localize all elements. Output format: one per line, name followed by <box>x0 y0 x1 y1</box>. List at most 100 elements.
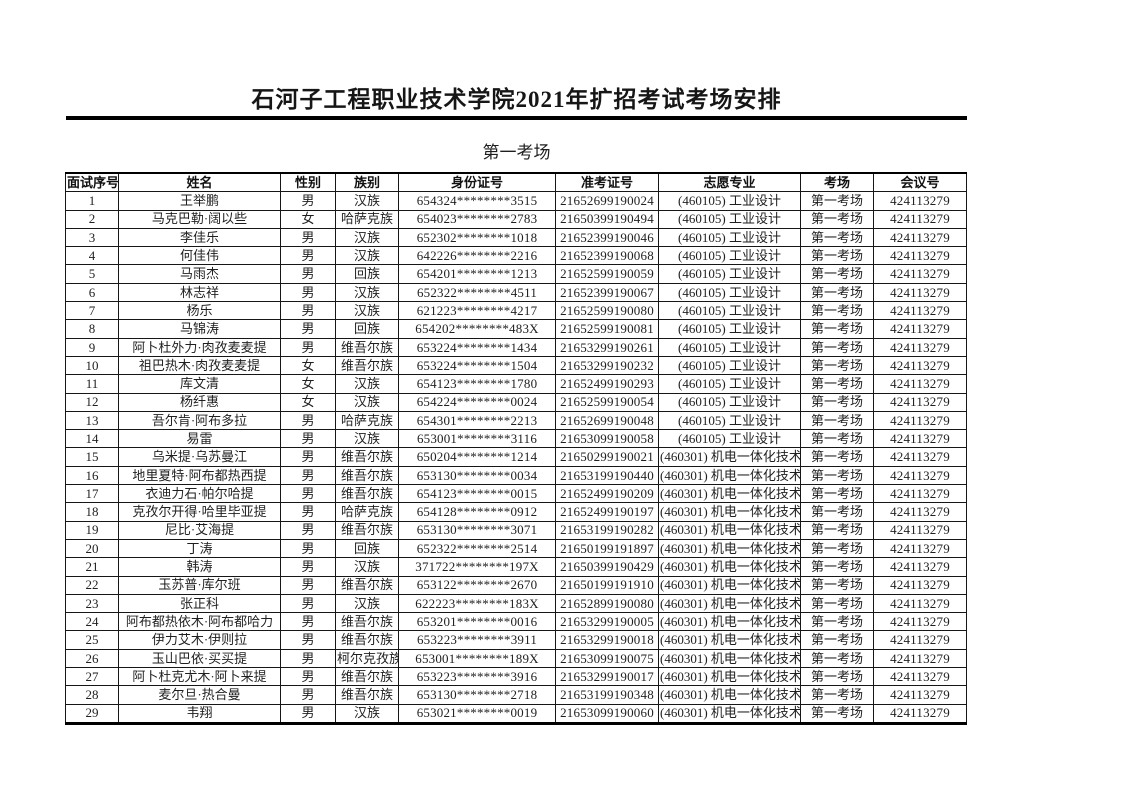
cell-name: 库文清 <box>118 374 281 394</box>
header-cell: 身份证号 <box>398 172 556 193</box>
cell-gender: 男 <box>280 484 336 504</box>
cell-name: 阿卜杜外力·肉孜麦麦提 <box>118 337 281 357</box>
cell-id-number: 650204********1214 <box>398 447 556 467</box>
cell-ethnicity: 汉族 <box>335 557 399 577</box>
cell-ethnicity: 回族 <box>335 538 399 559</box>
table-row: 21 韩涛男汉族 371722********197X 21650399190429(… <box>65 557 967 577</box>
cell-interview-seq: 9 <box>65 337 119 357</box>
cell-major: (460301) 机电一体化技术 <box>658 685 801 705</box>
cell-ethnicity: 维吾尔族 <box>335 630 399 650</box>
cell-exam-room: 第一考场 <box>800 392 874 412</box>
cell-admission-number: 21650399190494 <box>555 209 659 229</box>
cell-major: (460105) 工业设计 <box>658 410 801 431</box>
cell-ethnicity: 汉族 <box>335 301 399 321</box>
cell-meeting-id: 424113279 <box>873 593 967 614</box>
cell-exam-room: 第一考场 <box>800 538 874 559</box>
table-row: 6 林志祥男汉族 652322********4511 21652399190067(… <box>65 282 967 303</box>
table-row: 5 马雨杰男回族 654201********1213 21652599190059(… <box>65 264 967 284</box>
table-row: 4 何佳伟男汉族 642226********2216 21652399190068(… <box>65 246 967 266</box>
cell-exam-room: 第一考场 <box>800 301 874 321</box>
cell-meeting-id: 424113279 <box>873 429 967 449</box>
table-row: 11 库文清女汉族 654123********1780 21652499190293… <box>65 374 967 394</box>
table-row: 16 地里夏特·阿布都热西提男维吾尔族 653130********0034 2165… <box>65 465 967 486</box>
cell-exam-room: 第一考场 <box>800 410 874 431</box>
cell-exam-room: 第一考场 <box>800 227 874 248</box>
cell-interview-seq: 15 <box>65 447 119 467</box>
cell-major: (460105) 工业设计 <box>658 227 801 248</box>
cell-gender: 女 <box>280 374 336 394</box>
cell-exam-room: 第一考场 <box>800 520 874 540</box>
cell-meeting-id: 424113279 <box>873 612 967 632</box>
cell-id-number: 653223********3911 <box>398 630 556 650</box>
cell-id-number: 653130********2718 <box>398 685 556 705</box>
cell-gender: 男 <box>280 557 336 577</box>
cell-meeting-id: 424113279 <box>873 191 967 211</box>
cell-exam-room: 第一考场 <box>800 593 874 614</box>
cell-name: 衣迪力石·帕尔哈提 <box>118 484 281 504</box>
cell-major: (460105) 工业设计 <box>658 264 801 284</box>
cell-interview-seq: 29 <box>65 703 119 724</box>
table-row: 19 尼比·艾海提男维吾尔族 653130********3071 216531991… <box>65 520 967 540</box>
cell-meeting-id: 424113279 <box>873 520 967 540</box>
cell-exam-room: 第一考场 <box>800 246 874 266</box>
cell-interview-seq: 28 <box>65 685 119 705</box>
cell-meeting-id: 424113279 <box>873 703 967 724</box>
cell-admission-number: 21653299190017 <box>555 667 659 687</box>
cell-ethnicity: 哈萨克族 <box>335 502 399 522</box>
cell-ethnicity: 汉族 <box>335 191 399 211</box>
cell-exam-room: 第一考场 <box>800 703 874 724</box>
cell-ethnicity: 哈萨克族 <box>335 410 399 431</box>
cell-name: 乌米提·乌苏曼江 <box>118 447 281 467</box>
cell-admission-number: 21650199191897 <box>555 538 659 559</box>
cell-admission-number: 21652399190046 <box>555 227 659 248</box>
cell-meeting-id: 424113279 <box>873 227 967 248</box>
cell-admission-number: 21653199190440 <box>555 465 659 486</box>
cell-admission-number: 21652499190197 <box>555 502 659 522</box>
cell-major: (460105) 工业设计 <box>658 337 801 357</box>
cell-interview-seq: 12 <box>65 392 119 412</box>
cell-gender: 男 <box>280 538 336 559</box>
cell-interview-seq: 4 <box>65 246 119 266</box>
cell-interview-seq: 20 <box>65 538 119 559</box>
cell-exam-room: 第一考场 <box>800 648 874 669</box>
header-row: 面试序号 姓名 性别 族别 身份证号 准考证号 志愿专业 考场 会议号 <box>65 172 967 193</box>
cell-admission-number: 21653299190261 <box>555 337 659 357</box>
cell-interview-seq: 14 <box>65 429 119 449</box>
cell-ethnicity: 汉族 <box>335 246 399 266</box>
cell-name: 何佳伟 <box>118 246 281 266</box>
cell-admission-number: 21653299190018 <box>555 630 659 650</box>
cell-interview-seq: 2 <box>65 209 119 229</box>
cell-gender: 男 <box>280 703 336 724</box>
cell-ethnicity: 回族 <box>335 319 399 339</box>
cell-admission-number: 21652499190293 <box>555 374 659 394</box>
table-row: 22 玉苏普·库尔班男维吾尔族 653122********2670 21650199… <box>65 575 967 595</box>
cell-id-number: 654202********483X <box>398 319 556 339</box>
cell-interview-seq: 6 <box>65 282 119 303</box>
cell-meeting-id: 424113279 <box>873 209 967 229</box>
cell-ethnicity: 维吾尔族 <box>335 667 399 687</box>
cell-id-number: 654224********0024 <box>398 392 556 412</box>
table-row: 18 克孜尔开得·哈里毕亚提男哈萨克族 654128********0912 2165… <box>65 502 967 522</box>
cell-major: (460105) 工业设计 <box>658 246 801 266</box>
cell-gender: 男 <box>280 575 336 595</box>
title-divider <box>66 116 967 120</box>
cell-gender: 男 <box>280 191 336 211</box>
table-row: 29 韦翔男汉族 653021********0019 21653099190060(… <box>65 703 967 724</box>
table-row: 12 杨纤惠女汉族 654224********0024 21652599190054… <box>65 392 967 412</box>
cell-major: (460301) 机电一体化技术 <box>658 484 801 504</box>
cell-id-number: 653021********0019 <box>398 703 556 724</box>
cell-major: (460105) 工业设计 <box>658 355 801 376</box>
cell-ethnicity: 汉族 <box>335 429 399 449</box>
cell-name: 马克巴勒·阔以些 <box>118 209 281 229</box>
cell-interview-seq: 21 <box>65 557 119 577</box>
cell-name: 地里夏特·阿布都热西提 <box>118 465 281 486</box>
table-row: 28 麦尔旦·热合曼男维吾尔族 653130********2718 21653199… <box>65 685 967 705</box>
cell-gender: 男 <box>280 593 336 614</box>
cell-gender: 男 <box>280 301 336 321</box>
table-row: 26 玉山巴依·买买提男柯尔克孜族 653001********189X 216530… <box>65 648 967 669</box>
table-row: 9 阿卜杜外力·肉孜麦麦提男维吾尔族 653224********1434 21653… <box>65 337 967 357</box>
cell-id-number: 622223********183X <box>398 593 556 614</box>
cell-gender: 男 <box>280 246 336 266</box>
exam-seating-table: 面试序号 姓名 性别 族别 身份证号 准考证号 志愿专业 考场 会议号 1 王举鹏男汉族 65432… <box>65 172 967 725</box>
cell-interview-seq: 24 <box>65 612 119 632</box>
